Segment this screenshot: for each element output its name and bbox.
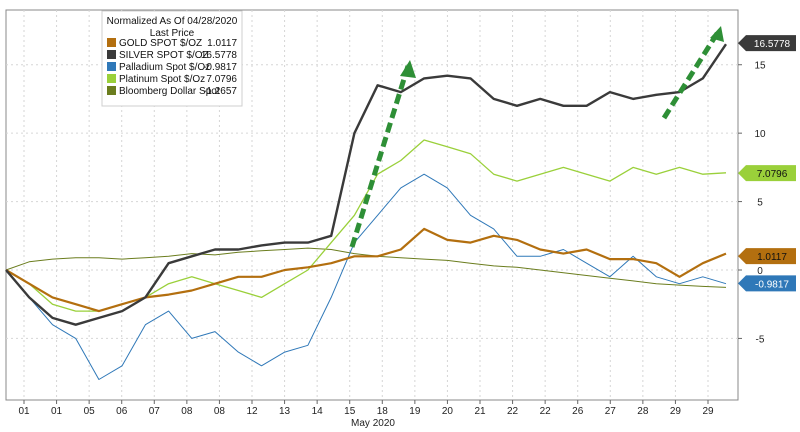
legend-series-name: Platinum Spot $/Oz <box>119 74 205 85</box>
legend-box <box>101 10 243 107</box>
last-price-tag: 7.0796 <box>738 165 796 182</box>
series-lines <box>5 43 727 380</box>
legend-last-value: 16.5778 <box>201 50 238 61</box>
x-tick-label: 22 <box>540 406 552 417</box>
x-tick-label: 06 <box>116 406 128 417</box>
y-tick-label: 15 <box>754 61 766 72</box>
y-axis: 15 10 5 0 -5 <box>738 61 766 345</box>
x-tick-label: 29 <box>670 406 682 417</box>
legend-last-value: -0.9817 <box>203 62 237 73</box>
legend-swatch <box>107 86 116 95</box>
last-price-tag: 1.0117 <box>738 248 796 265</box>
y-tick-label: 0 <box>757 266 763 277</box>
x-tick-label: 18 <box>377 406 389 417</box>
x-tick-label: 26 <box>572 406 584 417</box>
last-price-tag-label: 7.0796 <box>757 169 788 180</box>
legend-swatch <box>107 74 116 83</box>
legend-last-value: 1.0117 <box>207 38 237 49</box>
legend-last-value: -1.2657 <box>203 86 237 97</box>
series-line-1 <box>5 43 727 326</box>
legend: Normalized As Of 04/28/2020 Last Price G… <box>101 10 243 107</box>
last-price-tag-bg <box>738 275 796 292</box>
last-price-tag-bg <box>738 35 796 52</box>
series-line-2 <box>5 173 727 380</box>
series-line-3 <box>5 139 727 312</box>
trend-arrow-1-head <box>400 60 416 78</box>
x-tick-label: 14 <box>312 406 324 417</box>
trend-arrow-2-head <box>710 26 724 42</box>
legend-last-value: 7.0796 <box>206 74 237 85</box>
last-price-tag: -0.9817 <box>738 275 796 292</box>
x-tick-label: 29 <box>702 406 714 417</box>
x-axis: 01 01 05 06 07 08 08 12 13 14 15 18 19 20 21 22 22 26 27 28… <box>18 400 714 417</box>
last-price-tags: 16.5778 7.0796 1.0117 -0.9817 <box>738 35 796 292</box>
y-tick-label: -5 <box>756 334 765 345</box>
trend-arrow-2 <box>661 30 721 120</box>
y-tick-label: 5 <box>757 198 763 209</box>
x-tick-label: 12 <box>246 406 258 417</box>
x-tick-label: 13 <box>279 406 291 417</box>
y-tick-label: 10 <box>754 129 766 140</box>
last-price-tag-bg <box>738 165 796 182</box>
legend-swatch <box>107 62 116 71</box>
trend-arrow-1 <box>349 65 411 248</box>
legend-series-name: Palladium Spot $/Oz <box>119 62 210 73</box>
last-price-tag-bg <box>738 248 796 265</box>
x-tick-label: 01 <box>18 406 30 417</box>
legend-series-name: Bloomberg Dollar Spot <box>119 86 220 97</box>
x-tick-label: 21 <box>474 406 486 417</box>
x-tick-label: 20 <box>442 406 454 417</box>
x-axis-title: May 2020 <box>351 418 395 429</box>
plot-frame <box>5 9 739 401</box>
legend-series-name: SILVER SPOT $/OZ <box>119 50 209 61</box>
x-tick-label: 28 <box>637 406 649 417</box>
legend-subtitle: Last Price <box>150 28 195 39</box>
last-price-tag-label: 16.5778 <box>754 39 791 50</box>
x-tick-label: 01 <box>51 406 63 417</box>
last-price-tag-label: 1.0117 <box>757 252 787 263</box>
x-tick-label: 07 <box>149 406 161 417</box>
trend-arrows <box>349 26 724 248</box>
x-tick-label: 19 <box>409 406 421 417</box>
legend-title: Normalized As Of 04/28/2020 <box>107 16 238 27</box>
series-line-0 <box>5 227 727 313</box>
legend-swatch <box>107 38 116 47</box>
series-line-4 <box>5 247 727 288</box>
x-tick-label: 05 <box>84 406 96 417</box>
x-tick-label: 08 <box>214 406 226 417</box>
x-tick-label: 22 <box>507 406 519 417</box>
last-price-tag-label: -0.9817 <box>755 279 789 290</box>
legend-series-name: GOLD SPOT $/OZ <box>119 38 202 49</box>
last-price-tag: 16.5778 <box>738 35 796 52</box>
x-tick-label: 08 <box>181 406 193 417</box>
x-tick-label: 15 <box>344 406 356 417</box>
legend-swatch <box>107 50 116 59</box>
x-tick-label: 27 <box>605 406 617 417</box>
